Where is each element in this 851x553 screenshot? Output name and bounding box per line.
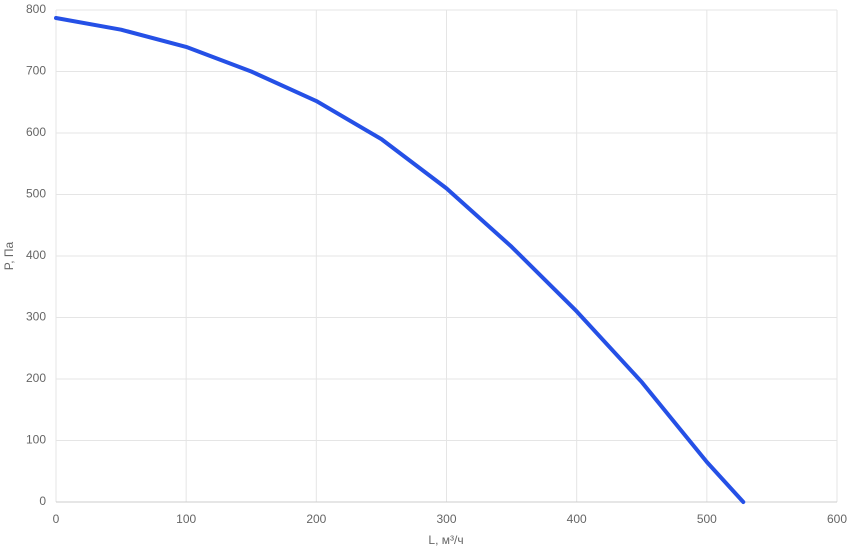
y-tick-label: 500 bbox=[26, 187, 46, 201]
x-tick-label: 0 bbox=[53, 512, 60, 526]
x-axis-label: L, м³/ч bbox=[428, 533, 463, 547]
x-tick-label: 100 bbox=[176, 512, 196, 526]
y-tick-label: 400 bbox=[26, 248, 46, 262]
y-tick-label: 800 bbox=[26, 2, 46, 16]
line bbox=[54, 15, 746, 504]
x-tick-label: 200 bbox=[306, 512, 326, 526]
y-tick-label: 200 bbox=[26, 371, 46, 385]
x-tick-label: 600 bbox=[827, 512, 847, 526]
x-tick-label: 400 bbox=[567, 512, 587, 526]
y-axis-label: P, Па bbox=[2, 241, 16, 270]
y-tick-label: 700 bbox=[26, 64, 46, 78]
y-tick-label: 100 bbox=[26, 433, 46, 447]
y-tick-label: 300 bbox=[26, 310, 46, 324]
y-tick-label: 600 bbox=[26, 125, 46, 139]
y-tick-label: 0 bbox=[39, 494, 46, 508]
x-tick-label: 500 bbox=[697, 512, 717, 526]
x-tick-label: 300 bbox=[436, 512, 456, 526]
